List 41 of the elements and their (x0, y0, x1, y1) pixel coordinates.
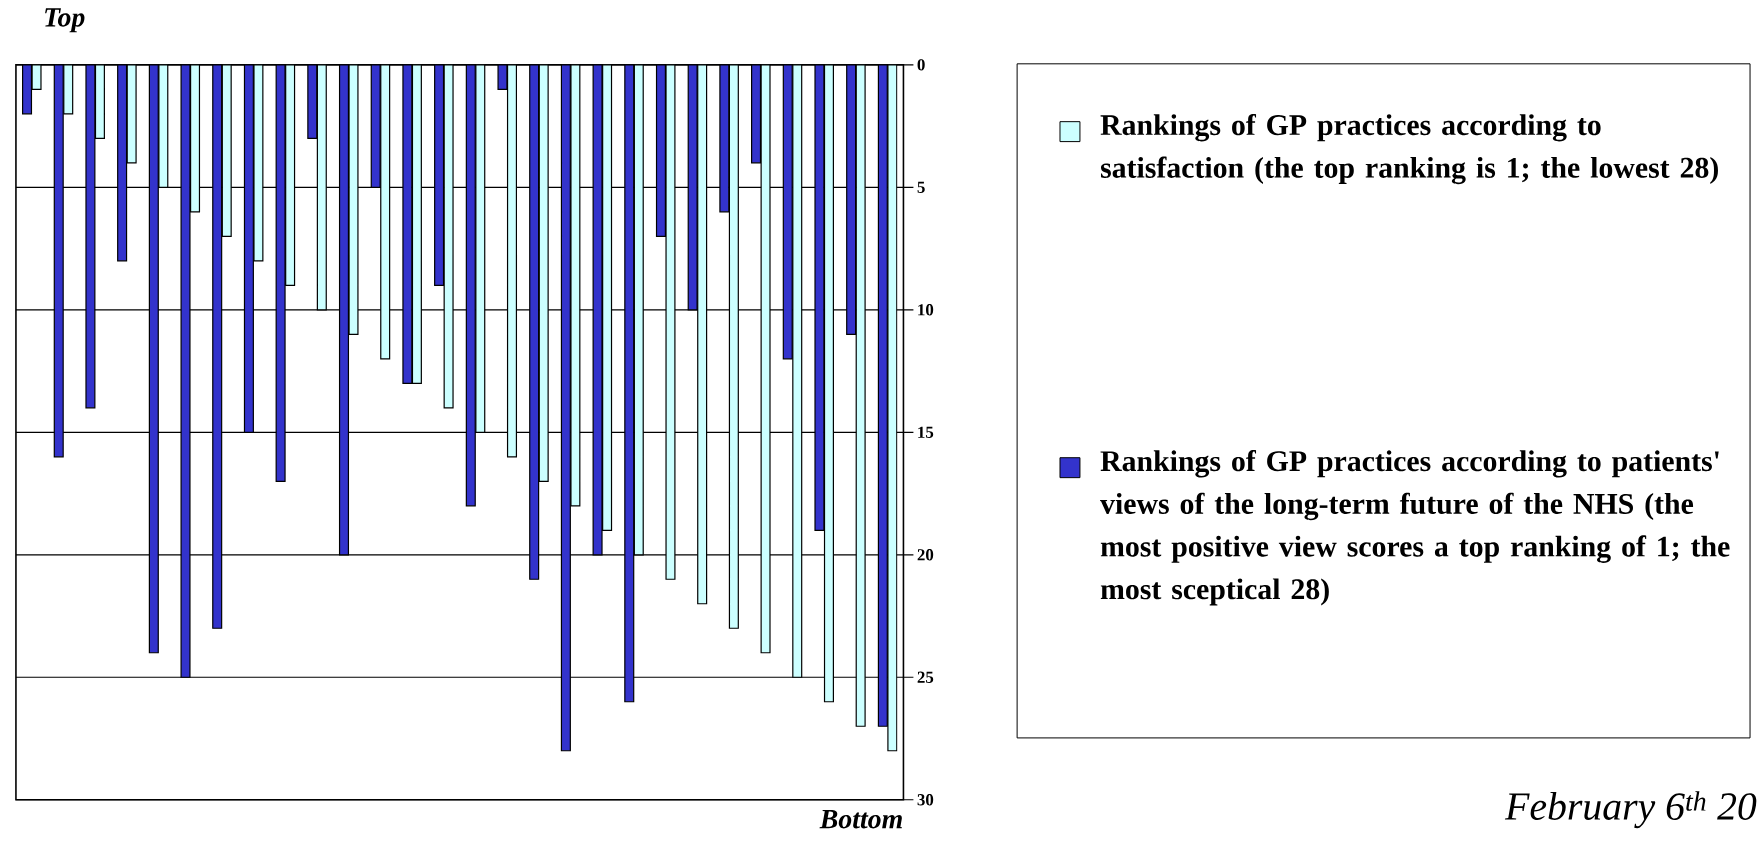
y-tick-label: 20 (917, 549, 934, 561)
bar (411, 65, 422, 385)
bar (728, 65, 739, 630)
bar (94, 65, 105, 140)
bar (465, 65, 476, 507)
bar (529, 65, 540, 581)
bar (697, 65, 708, 605)
bar (633, 65, 644, 556)
bar (380, 65, 391, 360)
y-tick-label: 30 (917, 794, 934, 806)
bar (243, 65, 254, 434)
text: February 6$^{th}$ 20 (1504, 791, 1757, 829)
legend-label: Rankings of GP practices according to patients' views of the long-term future of the NHS (the most positive view scores a top ranking of 1; the most sceptical 28) (1100, 450, 1730, 606)
bar (117, 65, 128, 262)
bar (846, 65, 857, 336)
text: Bottom (819, 810, 902, 829)
legend-label: Rankings of GP practices according to satisfaction (the top ranking is 1; the lowest 28) (1100, 114, 1718, 185)
bar (189, 65, 201, 213)
bar (506, 65, 518, 458)
bar (338, 65, 350, 556)
y-tick-label: 25 (917, 671, 934, 684)
text: Top (45, 8, 85, 33)
bar (148, 65, 159, 654)
y-tick-label: 0 (917, 59, 925, 71)
bar (655, 65, 666, 238)
bar (53, 65, 64, 458)
bar (823, 65, 834, 703)
bar (434, 65, 445, 287)
bar (221, 65, 232, 238)
bar (560, 65, 571, 752)
bar (602, 65, 613, 532)
bar (212, 65, 223, 630)
bar (316, 65, 327, 311)
bar (877, 65, 888, 728)
y-tick-label: 5 (917, 181, 925, 194)
bar (624, 65, 635, 703)
y-tick-label: 15 (918, 426, 934, 439)
bar (792, 65, 803, 679)
y-tick-label: 10 (918, 304, 934, 316)
bar (285, 65, 296, 287)
bar (782, 65, 793, 360)
